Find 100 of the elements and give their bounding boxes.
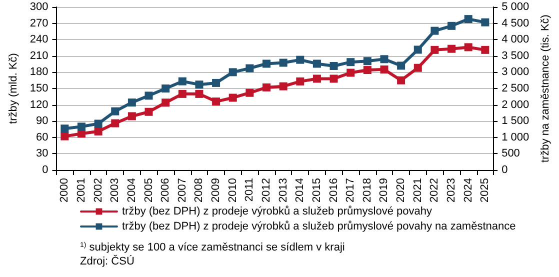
y2-tick-label: 4 500	[502, 17, 530, 30]
x-tick-label: 2024	[462, 178, 474, 202]
x-tick-label: 2011	[244, 178, 256, 202]
x-tick-label: 2018	[361, 178, 374, 202]
y-axis-title: tržby (mld. Kč)	[8, 53, 20, 124]
point	[144, 108, 153, 116]
y-tick-label: 90	[36, 115, 48, 128]
point	[228, 68, 237, 76]
x-tick-label: 2020	[395, 178, 408, 202]
point	[162, 84, 170, 92]
y-tick-label: 210	[30, 50, 48, 62]
point	[448, 22, 456, 30]
y-tick-label: 300	[30, 1, 48, 13]
y-tick-label: 60	[36, 131, 48, 144]
point	[346, 68, 355, 77]
x-tick-label: 2022	[428, 178, 441, 202]
point	[60, 124, 69, 133]
point	[363, 57, 372, 66]
x-tick-label: 2001	[75, 178, 88, 202]
point	[330, 74, 338, 83]
point	[397, 76, 406, 84]
y2-tick-label: 1 000	[502, 131, 530, 144]
y-tick-label: 270	[30, 17, 48, 30]
point	[212, 98, 220, 106]
point	[296, 56, 304, 64]
point	[430, 46, 439, 54]
x-tick-label: 2023	[446, 178, 458, 202]
legend-label: tržby (bez DPH) z prodeje výrobků a služeb průmyslové povahy	[122, 206, 432, 218]
point	[279, 82, 288, 90]
point	[262, 83, 271, 92]
point	[464, 15, 472, 24]
x-tick-label: 2008	[193, 178, 206, 202]
x-tick-label: 2012	[260, 178, 273, 202]
x-tick-label: 2010	[226, 178, 239, 202]
point	[346, 58, 355, 66]
x-tick-label: 2016	[328, 178, 340, 202]
x-tick-label: 2004	[126, 178, 138, 202]
point	[296, 77, 304, 86]
point	[195, 80, 204, 89]
point	[228, 94, 237, 102]
x-tick-label: 2009	[210, 178, 222, 202]
y2-tick-label: 500	[502, 148, 520, 160]
text: Zdroj: ČSÚ	[80, 254, 134, 268]
y-tick-label: 0	[42, 164, 48, 176]
x-tick-label: 2017	[344, 178, 357, 202]
x-tick-label: 2002	[92, 178, 104, 202]
legend-label: tržby (bez DPH) z prodeje výrobků a služeb průmyslové povahy na zaměstnance	[122, 220, 516, 232]
x-tick-label: 2014	[294, 178, 306, 202]
x-tick-label: 2007	[176, 178, 188, 202]
y2-tick-label: 5 000	[502, 1, 530, 13]
point	[60, 132, 69, 140]
x-tick-label: 2005	[142, 178, 155, 202]
y2-tick-label: 2 000	[502, 98, 530, 111]
point	[212, 78, 220, 87]
y-tick-label: 240	[30, 34, 48, 46]
point	[481, 46, 490, 54]
point	[430, 26, 439, 35]
y2-tick-label: 0	[502, 164, 508, 176]
y2-axis-title: tržby na zaměstnance (tis. Kč)	[540, 14, 552, 162]
y-tick-label: 30	[36, 148, 48, 160]
y-tick-label: 150	[30, 82, 48, 94]
x-tick-label: 2019	[378, 178, 390, 202]
y2-tick-label: 3 500	[502, 50, 530, 62]
point	[178, 90, 186, 98]
point	[363, 66, 372, 74]
point	[414, 64, 422, 72]
y2-tick-label: 1 500	[502, 115, 530, 128]
point	[246, 88, 254, 97]
point	[262, 60, 271, 68]
x-tick-label: 2021	[412, 178, 424, 202]
point	[279, 58, 288, 67]
y-tick-label: 120	[30, 98, 48, 111]
point	[312, 74, 321, 83]
point	[94, 120, 102, 128]
point	[312, 60, 321, 68]
point	[414, 46, 422, 54]
x-tick-label: 2006	[160, 178, 172, 202]
point	[330, 62, 338, 70]
point	[77, 122, 86, 131]
x-tick-label: 2003	[109, 178, 122, 202]
point	[380, 55, 388, 64]
point	[94, 127, 102, 136]
x-tick-label: 2000	[58, 178, 71, 202]
point	[178, 77, 186, 86]
point	[464, 43, 472, 52]
y2-tick-label: 3 000	[502, 66, 530, 78]
y2-tick-label: 4 000	[502, 34, 530, 46]
point	[448, 44, 456, 53]
point	[481, 18, 490, 26]
point	[144, 92, 153, 100]
point	[246, 64, 254, 72]
x-tick-label: 2015	[310, 178, 323, 202]
point	[380, 65, 388, 74]
point	[397, 62, 406, 70]
y-tick-label: 180	[30, 66, 48, 78]
point	[128, 98, 136, 107]
point	[195, 90, 204, 98]
x-tick-label: 2013	[277, 178, 290, 202]
x-tick-label: 2025	[479, 178, 492, 202]
y2-tick-label: 2 500	[502, 82, 530, 94]
